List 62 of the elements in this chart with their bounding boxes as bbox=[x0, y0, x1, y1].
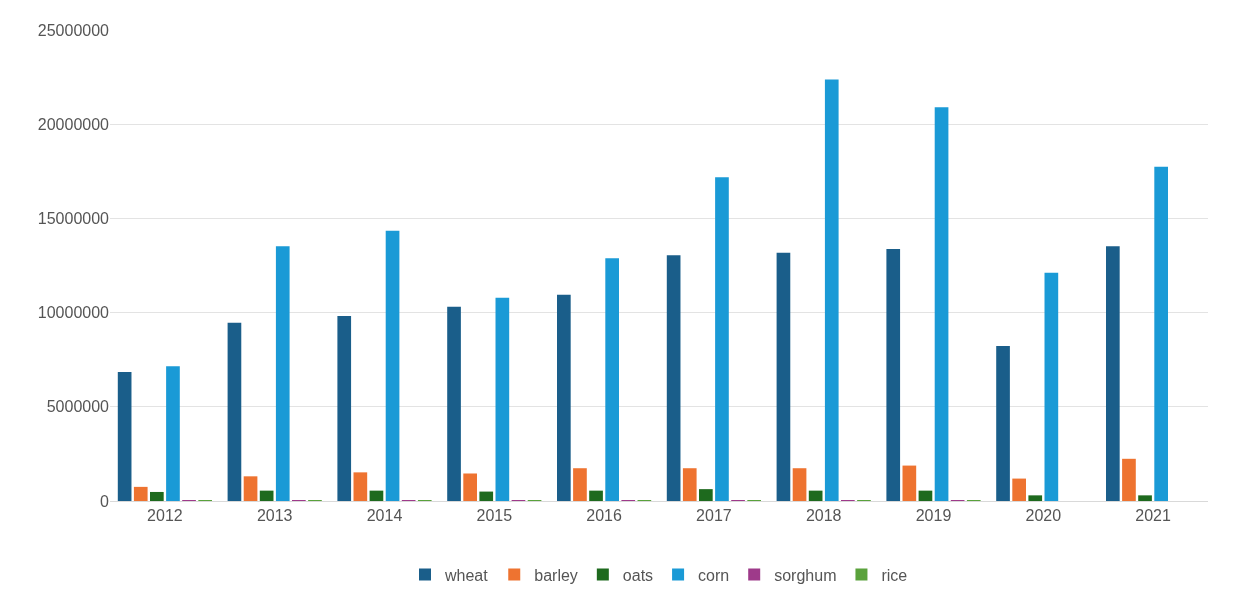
bar bbox=[243, 476, 258, 501]
bar bbox=[447, 306, 461, 501]
bar bbox=[589, 490, 603, 501]
bar bbox=[699, 489, 713, 501]
x-tick-label: 2012 bbox=[147, 507, 183, 525]
bar bbox=[117, 371, 132, 501]
bar bbox=[1106, 246, 1120, 501]
y-tick-label: 0 bbox=[100, 492, 110, 510]
bar bbox=[385, 230, 400, 501]
bar bbox=[557, 294, 571, 501]
bar bbox=[259, 490, 274, 501]
bar bbox=[776, 252, 791, 501]
bar bbox=[1012, 478, 1026, 501]
y-tick-label: 20000000 bbox=[37, 115, 110, 133]
x-tick-label: 2013 bbox=[256, 507, 293, 525]
x-tick-label: 2017 bbox=[696, 507, 732, 525]
bar bbox=[824, 79, 839, 501]
y-tick-label: 5000000 bbox=[46, 398, 110, 416]
x-tick-label: 2015 bbox=[476, 507, 513, 525]
legend-label: sorghum bbox=[774, 566, 837, 584]
bar bbox=[792, 468, 807, 501]
bar bbox=[166, 366, 180, 501]
bar bbox=[150, 491, 164, 501]
bar bbox=[666, 255, 681, 501]
bar bbox=[337, 315, 352, 501]
bar bbox=[479, 491, 494, 501]
bar bbox=[715, 177, 729, 501]
bar bbox=[918, 490, 933, 501]
legend-label: corn bbox=[698, 566, 730, 584]
bar bbox=[1154, 166, 1168, 501]
legend-label: rice bbox=[881, 566, 908, 584]
bar bbox=[463, 473, 477, 501]
x-tick-label: 2014 bbox=[366, 507, 403, 525]
x-tick-label: 2016 bbox=[586, 507, 622, 525]
bar bbox=[1028, 495, 1043, 501]
y-tick-label: 25000000 bbox=[37, 21, 110, 39]
legend-label: wheat bbox=[444, 566, 489, 584]
bar bbox=[808, 490, 823, 501]
y-tick-label: 10000000 bbox=[37, 304, 110, 322]
bar bbox=[886, 248, 901, 501]
bar bbox=[369, 490, 384, 501]
bar bbox=[996, 345, 1010, 501]
x-tick-label: 2018 bbox=[805, 507, 842, 525]
bar bbox=[353, 472, 368, 501]
legend-label: barley bbox=[534, 566, 578, 584]
x-tick-label: 2021 bbox=[1135, 507, 1171, 525]
bar bbox=[605, 258, 619, 501]
bar bbox=[133, 486, 148, 501]
x-tick-label: 2019 bbox=[915, 507, 952, 525]
bar bbox=[1122, 458, 1136, 501]
bar bbox=[275, 246, 290, 501]
bar bbox=[1044, 272, 1059, 501]
bar bbox=[573, 468, 587, 501]
bar bbox=[495, 297, 510, 501]
bar bbox=[1138, 495, 1152, 501]
x-tick-label: 2020 bbox=[1025, 507, 1062, 525]
bar bbox=[682, 468, 697, 501]
bar bbox=[227, 322, 242, 501]
bar bbox=[902, 465, 917, 501]
bar bbox=[934, 107, 949, 501]
y-tick-label: 15000000 bbox=[37, 210, 110, 227]
legend-label: oats bbox=[622, 566, 654, 584]
